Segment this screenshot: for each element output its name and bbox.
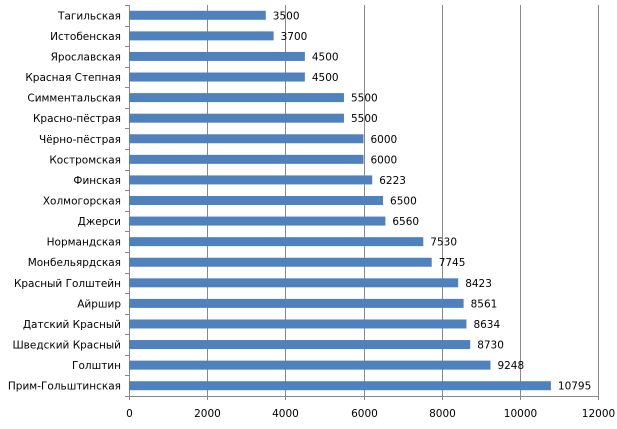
category-label: Холмогорская xyxy=(43,196,121,208)
data-label: 9248 xyxy=(497,360,524,372)
data-label: 7745 xyxy=(439,257,466,269)
category-label: Костромская xyxy=(49,154,121,166)
category-label: Красная Степная xyxy=(25,72,121,84)
bar xyxy=(129,196,384,205)
data-labels: 3500 3700 4500 4500 5500 5500 6000 6000 6223 6500… xyxy=(273,10,592,392)
data-label: 6223 xyxy=(379,175,406,187)
category-label: Айршир xyxy=(77,298,121,310)
bar xyxy=(129,113,344,123)
bar xyxy=(129,237,424,247)
x-tick-label: 10000 xyxy=(504,408,537,420)
gridlines xyxy=(125,5,599,400)
category-labels: Тагильская Истобенская Ярославская Красная … xyxy=(8,10,121,392)
bar xyxy=(129,319,467,329)
data-label: 8634 xyxy=(473,319,500,331)
data-label: 6000 xyxy=(371,154,398,166)
bar xyxy=(129,154,364,164)
data-label: 10795 xyxy=(558,381,591,393)
bar xyxy=(129,31,274,41)
data-label: 3700 xyxy=(281,31,308,43)
bar xyxy=(129,93,344,103)
category-label: Шведский Красный xyxy=(12,340,121,352)
bar xyxy=(129,298,464,308)
category-label: Джерси xyxy=(78,216,121,228)
bar xyxy=(129,175,373,185)
bar xyxy=(129,216,386,226)
category-label: Монбельярдская xyxy=(28,257,121,269)
category-label: Прим-Гольштинская xyxy=(8,381,121,393)
x-axis-ticks: 0 2000 4000 6000 8000 10000 12000 xyxy=(126,408,615,420)
bar xyxy=(129,10,266,20)
category-label: Чёрно-пёстрая xyxy=(39,134,121,146)
x-tick-label: 4000 xyxy=(272,408,299,420)
x-tick-label: 6000 xyxy=(351,408,378,420)
data-label: 6000 xyxy=(371,134,398,146)
bar xyxy=(129,51,305,61)
category-label: Голштин xyxy=(72,360,121,372)
data-label: 7530 xyxy=(430,237,457,249)
data-label: 5500 xyxy=(351,93,378,105)
category-label: Датский Красный xyxy=(23,319,121,331)
bar xyxy=(129,134,364,144)
category-label: Красный Голштейн xyxy=(14,278,121,290)
bar xyxy=(129,278,459,288)
bars xyxy=(129,10,551,391)
x-tick-label: 0 xyxy=(126,408,133,420)
category-label: Ярославская xyxy=(51,51,121,63)
category-label: Тагильская xyxy=(57,10,121,22)
data-label: 3500 xyxy=(273,10,300,22)
data-label: 8730 xyxy=(477,340,504,352)
category-label: Красно-пёстрая xyxy=(33,113,121,125)
data-label: 4500 xyxy=(312,72,339,84)
data-label: 6560 xyxy=(392,216,419,228)
x-tick-label: 12000 xyxy=(582,408,615,420)
category-label: Симментальская xyxy=(27,93,121,105)
bar xyxy=(129,360,491,370)
category-label: Истобенская xyxy=(50,31,121,43)
category-label: Финская xyxy=(73,175,121,187)
bar xyxy=(129,340,471,350)
bar xyxy=(129,381,551,391)
data-label: 6500 xyxy=(390,196,417,208)
category-label: Нормандская xyxy=(47,237,121,249)
bar xyxy=(129,257,432,267)
data-label: 5500 xyxy=(351,113,378,125)
data-label: 8423 xyxy=(465,278,492,290)
data-label: 8561 xyxy=(471,298,498,310)
x-tick-label: 2000 xyxy=(194,408,221,420)
bar xyxy=(129,72,305,82)
data-label: 4500 xyxy=(312,51,339,63)
x-tick-label: 8000 xyxy=(429,408,456,420)
